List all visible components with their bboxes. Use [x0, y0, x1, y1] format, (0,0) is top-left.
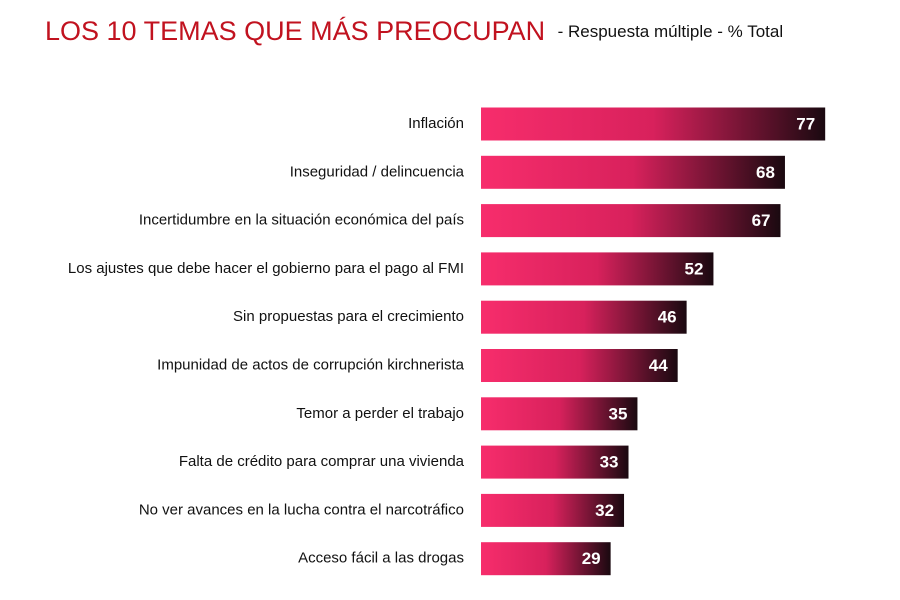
bar — [481, 493, 625, 527]
category-label: Sin propuestas para el crecimiento — [233, 308, 464, 325]
value-label: 77 — [796, 114, 815, 133]
value-label: 35 — [609, 404, 628, 423]
bar — [481, 155, 785, 189]
value-label: 29 — [582, 549, 601, 568]
category-label: Acceso fácil a las drogas — [298, 550, 464, 567]
bar — [481, 300, 687, 334]
value-label: 46 — [658, 308, 677, 327]
chart-title-line: LOS 10 TEMAS QUE MÁS PREOCUPAN - Respues… — [45, 16, 783, 46]
value-label: 67 — [752, 211, 771, 230]
category-label: No ver avances en la lucha contra el nar… — [139, 501, 464, 518]
bar — [481, 252, 714, 286]
category-label: Los ajustes que debe hacer el gobierno p… — [68, 260, 464, 277]
bar — [481, 349, 678, 382]
bar — [481, 445, 629, 479]
value-label: 32 — [595, 501, 614, 520]
bar — [481, 204, 781, 238]
value-label: 33 — [600, 453, 619, 472]
bar — [481, 542, 611, 576]
value-label: 52 — [685, 259, 704, 278]
category-label: Inflación — [408, 115, 464, 132]
category-label: Falta de crédito para comprar una vivien… — [179, 453, 465, 470]
category-label: Temor a perder el trabajo — [296, 405, 464, 422]
bar — [481, 107, 826, 141]
chart-title: LOS 10 TEMAS QUE MÁS PREOCUPAN — [45, 16, 545, 46]
category-label: Incertidumbre en la situación económica … — [139, 212, 464, 229]
value-label: 68 — [756, 163, 775, 182]
chart-subtitle: - Respuesta múltiple - % Total — [558, 22, 784, 41]
category-label: Inseguridad / delincuencia — [290, 163, 465, 180]
value-label: 44 — [649, 356, 668, 375]
category-label: Impunidad de actos de corrupción kirchne… — [157, 356, 464, 373]
bar — [481, 397, 638, 431]
